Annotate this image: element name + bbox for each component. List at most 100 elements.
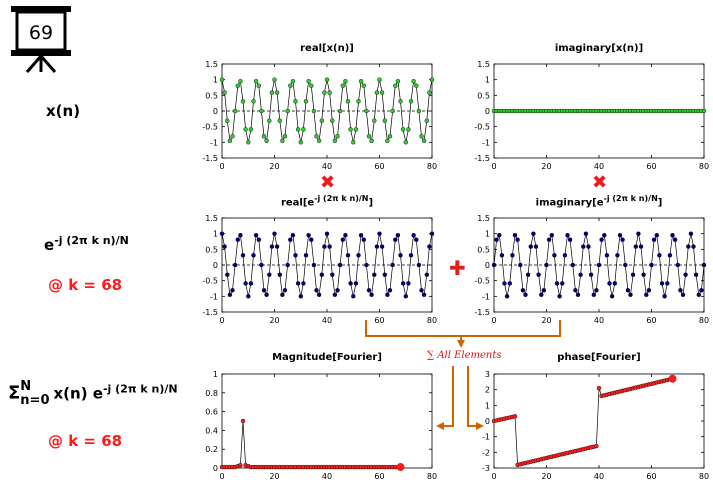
data-point: [393, 237, 398, 242]
y-tick-label: 0.2: [205, 445, 218, 454]
data-point: [335, 134, 340, 139]
data-point: [314, 288, 319, 293]
data-point: [285, 262, 290, 268]
data-point: [345, 99, 351, 104]
data-point: [518, 262, 523, 268]
data-point: [421, 138, 427, 144]
y-tick-label: -1.5: [202, 154, 218, 163]
data-point: [602, 233, 607, 238]
title-base: real[e: [280, 197, 315, 209]
y-tick-label: -1: [482, 138, 490, 147]
y-tick-label: -2: [482, 448, 490, 457]
data-point: [641, 272, 646, 277]
kernel-exponent: -j (2π k n)/N: [54, 234, 129, 247]
data-point: [269, 90, 275, 95]
data-point: [615, 253, 620, 258]
chart-real-xn: 0 20 40 60 80 1.5 1 0.5 0 -0.5 -1 -1.5: [202, 60, 437, 171]
data-point: [288, 83, 293, 88]
data-point: [406, 127, 411, 132]
data-point: [427, 90, 432, 95]
data-point: [327, 90, 332, 95]
data-point: [337, 262, 343, 268]
data-point: [670, 233, 675, 238]
data-point: [361, 83, 367, 88]
x-tick-label: 20: [541, 316, 551, 325]
data-point: [546, 237, 552, 242]
data-point: [356, 253, 361, 258]
data-point: [337, 108, 343, 114]
data-point: [594, 443, 599, 449]
chart-real-kernel: 0 20 40 60 80 1.5 1 0.5 0 -0.5 -1 -1.5: [202, 214, 437, 325]
y-tick-label: -1.5: [202, 308, 218, 317]
data-point: [657, 253, 662, 258]
data-point: [282, 134, 288, 139]
data-point: [406, 281, 411, 286]
data-point: [701, 262, 707, 268]
x-tick-label: 60: [374, 472, 384, 481]
y-tick-label: -1.5: [474, 154, 490, 163]
data-point: [235, 237, 240, 242]
title-base: real[x(n)]: [300, 43, 354, 54]
data-point: [377, 231, 382, 236]
data-point: [385, 138, 390, 144]
data-point: [672, 237, 678, 242]
data-point: [628, 292, 633, 298]
data-point: [280, 138, 285, 144]
kernel-label: e-j (2π k n)/N: [44, 234, 129, 254]
data-point: [295, 281, 301, 286]
title-tail: ]: [368, 197, 374, 209]
data-point: [274, 244, 280, 249]
data-point: [298, 294, 304, 299]
data-point: [311, 108, 317, 114]
data-point: [377, 77, 382, 82]
x-tick-label: 80: [427, 162, 437, 171]
data-point: [510, 253, 515, 258]
data-point: [348, 281, 353, 286]
y-tick-label: 0: [485, 417, 490, 426]
multiply-icon-left: ✖: [320, 172, 336, 193]
data-point: [617, 233, 623, 238]
y-tick-label: 0.5: [205, 245, 218, 254]
data-point: [512, 233, 518, 238]
data-point: [356, 99, 361, 104]
data-point: [382, 118, 388, 123]
data-point: [536, 272, 541, 277]
y-tick-label: 0.5: [477, 245, 490, 254]
data-point: [623, 262, 628, 268]
data-point: [612, 281, 618, 286]
y-tick-label: 1: [485, 76, 490, 85]
sum-exponent: -j (2π k n)/N: [102, 382, 178, 396]
data-point: [295, 127, 301, 132]
data-point: [238, 79, 243, 84]
y-tick-label: 1.5: [477, 60, 490, 69]
chart-magnitude: 0 20 40 60 80 1 0.8 0.6 0.4 0.2 0: [205, 370, 437, 481]
data-point: [253, 233, 259, 238]
data-point: [319, 272, 325, 277]
x-tick-label: 40: [322, 316, 332, 325]
data-point: [638, 244, 644, 249]
chart-title-magnitude: Magnitude[Fourier]: [222, 352, 432, 363]
y-tick-label: 0.6: [205, 408, 218, 417]
chart-imag-xn: 0 20 40 60 80 1.5 1 0.5 0 -0.5 -1 -1.5: [474, 60, 709, 171]
data-point: [403, 294, 409, 299]
data-point: [696, 292, 702, 298]
data-point: [688, 231, 694, 236]
data-point: [646, 288, 652, 293]
data-point: [358, 79, 364, 84]
y-tick-label: -1: [210, 292, 218, 301]
data-point: [366, 134, 372, 139]
x-tick-label: 20: [269, 162, 279, 171]
slide-number-board: 69: [11, 6, 71, 73]
y-tick-label: 3: [485, 370, 490, 379]
data-point: [586, 244, 591, 249]
data-point: [429, 231, 435, 236]
data-point: [398, 99, 403, 104]
x-tick-label: 40: [594, 472, 604, 481]
data-point: [390, 108, 395, 114]
data-point: [541, 288, 547, 293]
data-point: [408, 99, 414, 104]
data-point: [246, 294, 251, 299]
data-point: [267, 118, 272, 123]
data-point: [633, 244, 639, 249]
data-point: [662, 294, 667, 299]
